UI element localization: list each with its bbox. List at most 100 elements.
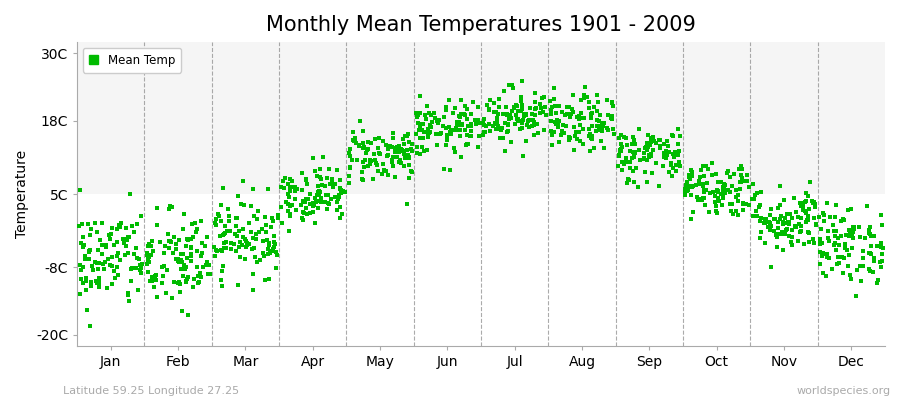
Point xyxy=(238,256,252,262)
Point xyxy=(862,227,877,233)
Point xyxy=(308,220,322,226)
Point xyxy=(850,293,864,299)
Point xyxy=(516,117,530,124)
Point xyxy=(625,141,639,147)
Point xyxy=(533,101,547,108)
Point xyxy=(683,176,698,182)
Point xyxy=(592,124,607,130)
Point xyxy=(331,196,346,202)
Point xyxy=(130,254,144,261)
Point xyxy=(94,220,109,226)
Point xyxy=(401,139,416,146)
Point xyxy=(454,97,468,103)
Point xyxy=(527,119,542,126)
Point xyxy=(614,148,628,154)
Point xyxy=(418,111,433,118)
Point xyxy=(729,208,743,214)
Point xyxy=(236,234,250,240)
Point xyxy=(93,260,107,266)
Point xyxy=(191,279,205,286)
Point xyxy=(122,292,136,298)
Point xyxy=(682,174,697,181)
Point xyxy=(246,271,260,277)
Point xyxy=(355,169,369,175)
Point xyxy=(500,120,515,127)
Point xyxy=(224,239,238,246)
Point xyxy=(629,165,643,172)
Point xyxy=(802,238,816,245)
Point xyxy=(202,271,217,277)
Y-axis label: Temperature: Temperature xyxy=(15,150,29,238)
Point xyxy=(346,129,360,135)
Point xyxy=(283,184,297,191)
Point xyxy=(640,140,654,146)
Point xyxy=(172,289,186,296)
Point xyxy=(544,111,558,118)
Point xyxy=(614,131,628,138)
Point xyxy=(129,245,143,251)
Point xyxy=(238,236,252,242)
Point xyxy=(510,116,525,122)
Point xyxy=(607,131,621,137)
Point xyxy=(262,276,276,283)
Point xyxy=(820,251,834,257)
Point xyxy=(842,227,856,234)
Point xyxy=(311,182,326,189)
Point xyxy=(716,185,730,191)
Point xyxy=(793,229,807,235)
Point xyxy=(584,115,598,121)
Point xyxy=(796,203,810,209)
Point xyxy=(769,232,783,238)
Point xyxy=(160,230,175,237)
Point xyxy=(104,236,118,242)
Point xyxy=(867,255,881,261)
Point xyxy=(159,290,174,296)
Point xyxy=(193,270,207,277)
Point xyxy=(124,278,139,284)
Point xyxy=(220,228,234,234)
Point xyxy=(661,142,675,149)
Point xyxy=(708,202,723,209)
Point xyxy=(830,261,844,267)
Point xyxy=(587,145,601,152)
Point xyxy=(631,184,645,190)
Point xyxy=(623,148,637,154)
Point xyxy=(875,258,889,264)
Point xyxy=(186,276,201,282)
Point xyxy=(690,197,705,203)
Point xyxy=(140,250,155,256)
Point xyxy=(242,220,256,226)
Point xyxy=(261,245,275,252)
Point xyxy=(356,177,371,183)
Point xyxy=(622,177,636,184)
Point xyxy=(583,130,598,137)
Point xyxy=(780,219,795,225)
Point xyxy=(553,102,567,109)
Point xyxy=(527,90,542,96)
Point xyxy=(184,258,198,264)
Point xyxy=(392,142,406,149)
Point xyxy=(549,110,563,116)
Point xyxy=(572,112,586,119)
Point xyxy=(825,222,840,229)
Point xyxy=(83,323,97,329)
Point xyxy=(421,134,436,140)
Point xyxy=(515,125,529,131)
Point xyxy=(336,188,350,195)
Point xyxy=(299,196,313,202)
Point xyxy=(620,142,634,149)
Point xyxy=(487,100,501,107)
Point xyxy=(773,213,788,219)
Point xyxy=(92,278,106,284)
Point xyxy=(132,266,147,273)
Point xyxy=(356,144,370,151)
Point xyxy=(558,112,572,119)
Point xyxy=(509,103,524,110)
Point xyxy=(164,239,178,245)
Point xyxy=(499,104,513,110)
Point xyxy=(94,242,109,248)
Point xyxy=(796,240,811,247)
Point xyxy=(463,132,477,139)
Point xyxy=(553,117,567,124)
Point xyxy=(310,198,325,204)
